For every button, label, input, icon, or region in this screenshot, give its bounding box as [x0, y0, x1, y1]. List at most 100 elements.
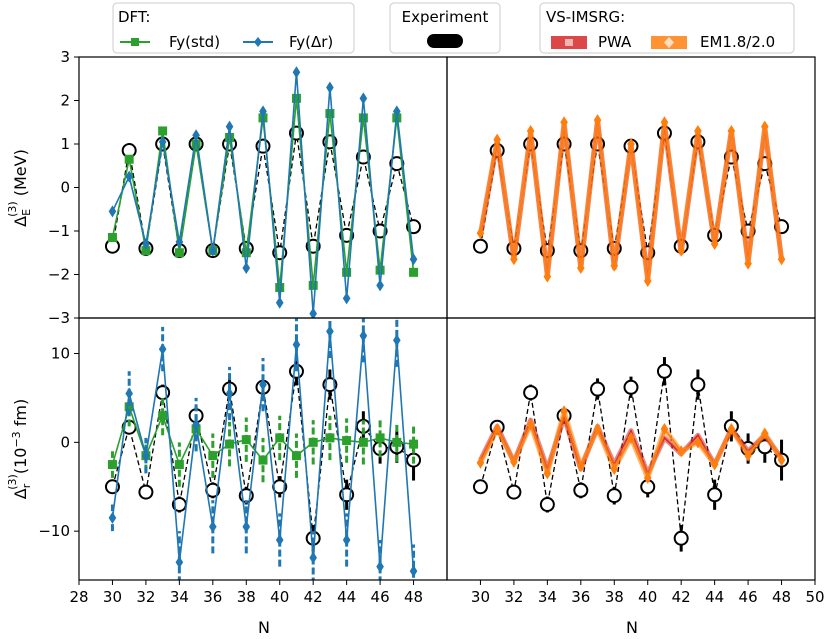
legend-fy-dr-marker [254, 37, 262, 47]
data-point [376, 279, 384, 292]
data-point [108, 205, 117, 218]
data-point [409, 439, 419, 449]
data-point [291, 451, 301, 461]
data-point [125, 387, 133, 400]
data-point [673, 530, 689, 546]
y-tick-label: −3 [48, 309, 70, 327]
data-point [342, 534, 351, 547]
data-point [175, 235, 184, 248]
data-point [577, 460, 585, 473]
data-point [125, 170, 133, 183]
x-tick-label: 38 [237, 588, 256, 606]
data-point [694, 436, 702, 449]
data-point [593, 423, 602, 436]
data-point [308, 437, 318, 447]
data-point [539, 497, 555, 513]
x-tick-label: 42 [672, 588, 691, 606]
data-point [342, 292, 351, 305]
data-point [476, 227, 485, 240]
x-tick-label: 38 [605, 588, 624, 606]
data-point [292, 338, 301, 351]
data-point [472, 479, 488, 495]
y-tick-label: −1 [48, 222, 70, 240]
data-point [707, 487, 723, 503]
data-point [142, 238, 150, 251]
data-point [375, 265, 385, 275]
data-point [342, 267, 352, 277]
x-tick-label: 50 [805, 588, 824, 606]
plot-area [104, 318, 422, 580]
data-point [275, 534, 284, 547]
series-experiment [472, 357, 790, 552]
series-line [111, 98, 415, 288]
legend-dft: DFT: Fy(std) Fy(Δr) [112, 2, 355, 54]
data-point [610, 259, 619, 272]
data-point [710, 458, 719, 471]
x-tick-label: 48 [404, 588, 423, 606]
legend-experiment-frame [389, 2, 501, 54]
data-point [225, 387, 234, 400]
data-point [259, 105, 267, 118]
legend-em-label: EM1.8/2.0 [700, 33, 775, 51]
x-tick-label: 42 [304, 588, 323, 606]
legend-imsrg-frame [539, 2, 795, 54]
series-fy-r- [108, 66, 418, 318]
data-point [241, 248, 251, 258]
data-point [656, 363, 672, 379]
data-point [510, 253, 518, 266]
data-point [359, 92, 368, 105]
data-point [523, 385, 539, 401]
x-tick-label: 44 [705, 588, 724, 606]
x-tick-label: 40 [270, 588, 289, 606]
data-point [623, 379, 639, 395]
data-point [142, 449, 150, 462]
x-tick-label: 34 [538, 588, 557, 606]
legend-pwa-label: PWA [598, 33, 632, 51]
legend-em-marker [664, 37, 674, 48]
data-point [409, 267, 419, 277]
data-point [677, 244, 685, 257]
panel-top-left: −3 −2 −1 0 1 2 3 [48, 48, 448, 327]
data-point [409, 253, 418, 266]
series-em1-8-2-0 [476, 114, 786, 288]
y-tick-label: 2 [60, 92, 70, 110]
y-tick-label: 1 [60, 135, 70, 153]
x-axis-label-left: N [258, 618, 270, 637]
legend-experiment-title: Experiment [402, 8, 489, 26]
x-tick-label: 30 [471, 588, 490, 606]
data-point [308, 280, 318, 290]
data-point [493, 423, 501, 436]
data-point [476, 456, 485, 469]
data-point [710, 238, 719, 251]
data-point [124, 154, 134, 164]
data-point [174, 460, 184, 470]
data-point [777, 454, 786, 467]
data-point [225, 120, 234, 133]
axes-frame [446, 317, 816, 581]
legend-fy-dr-label: Fy(Δr) [289, 33, 333, 51]
data-point [275, 433, 285, 443]
x-tick-label: 28 [69, 588, 88, 606]
series-experiment [104, 125, 422, 261]
data-point [761, 427, 769, 440]
data-point [174, 248, 184, 258]
data-point [259, 378, 267, 391]
data-point [392, 437, 402, 447]
data-point [275, 283, 285, 293]
legend-experiment: Experiment [389, 2, 501, 54]
data-point [744, 449, 752, 462]
data-point [225, 439, 235, 449]
data-point [690, 377, 706, 393]
data-point [241, 435, 251, 445]
data-point [191, 139, 201, 149]
data-point [643, 275, 652, 288]
y-tick-label: 0 [60, 433, 70, 451]
panel-bottom-right: 30 32 34 36 38 40 42 44 46 48 50 [446, 317, 825, 606]
data-point [409, 565, 418, 578]
x-tick-label: 40 [638, 588, 657, 606]
data-point [242, 520, 251, 533]
data-point [158, 135, 167, 148]
x-tick-label: 34 [170, 588, 189, 606]
data-point [506, 484, 522, 500]
